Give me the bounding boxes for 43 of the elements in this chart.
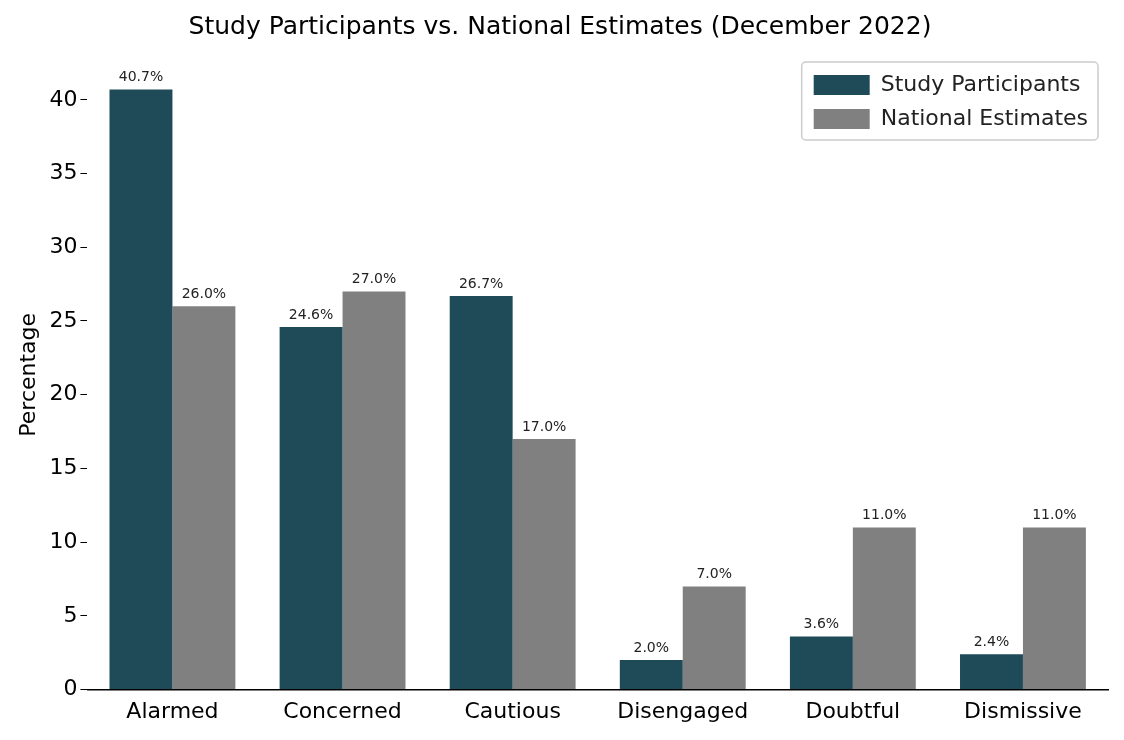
data-label: 2.0% (633, 638, 670, 655)
bar (449, 295, 513, 690)
y-tick-label: 15 (49, 454, 78, 480)
data-label: 40.7% (118, 68, 164, 85)
bar (109, 89, 173, 690)
bar (619, 660, 683, 690)
data-label: 11.0% (862, 506, 907, 523)
bar (789, 636, 853, 690)
data-label: 11.0% (1032, 506, 1077, 523)
y-tick-label: 25 (49, 306, 78, 332)
y-tick-label: 10 (49, 527, 78, 553)
bar (512, 438, 576, 690)
data-label: 26.0% (181, 284, 227, 301)
data-label: 26.7% (458, 274, 504, 291)
y-tick-label: 5 (63, 601, 78, 627)
data-label: 3.6% (803, 615, 840, 632)
y-tick-label: 0 (63, 675, 78, 701)
y-axis-title: Percentage (14, 312, 40, 437)
data-label: 7.0% (696, 565, 733, 582)
bar (279, 326, 343, 690)
x-tick-label: Dismissive (964, 697, 1082, 723)
bar (960, 654, 1023, 690)
x-tick-label: Disengaged (617, 697, 749, 723)
data-label: 24.6% (288, 305, 334, 322)
y-tick-label: 40 (49, 85, 78, 111)
x-tick-label: Alarmed (126, 697, 219, 723)
y-tick-label: 35 (49, 159, 78, 185)
x-tick-label: Doubtful (805, 697, 901, 723)
y-tick-label: 20 (49, 380, 78, 406)
bar (1022, 527, 1086, 690)
chart-title: Study Participants vs. National Estimates (December 2022) (188, 10, 932, 40)
bar (852, 527, 916, 690)
bar (682, 586, 746, 690)
data-label: 2.4% (973, 632, 1010, 649)
bar (172, 306, 236, 690)
bar (342, 291, 406, 690)
x-tick-label: Concerned (283, 697, 402, 723)
legend-label: Study Participants (880, 70, 1081, 96)
x-tick-label: Cautious (464, 697, 561, 723)
legend-label: National Estimates (880, 104, 1089, 130)
data-label: 27.0% (351, 270, 397, 287)
data-label: 17.0% (521, 417, 567, 434)
y-tick-label: 30 (49, 232, 78, 258)
